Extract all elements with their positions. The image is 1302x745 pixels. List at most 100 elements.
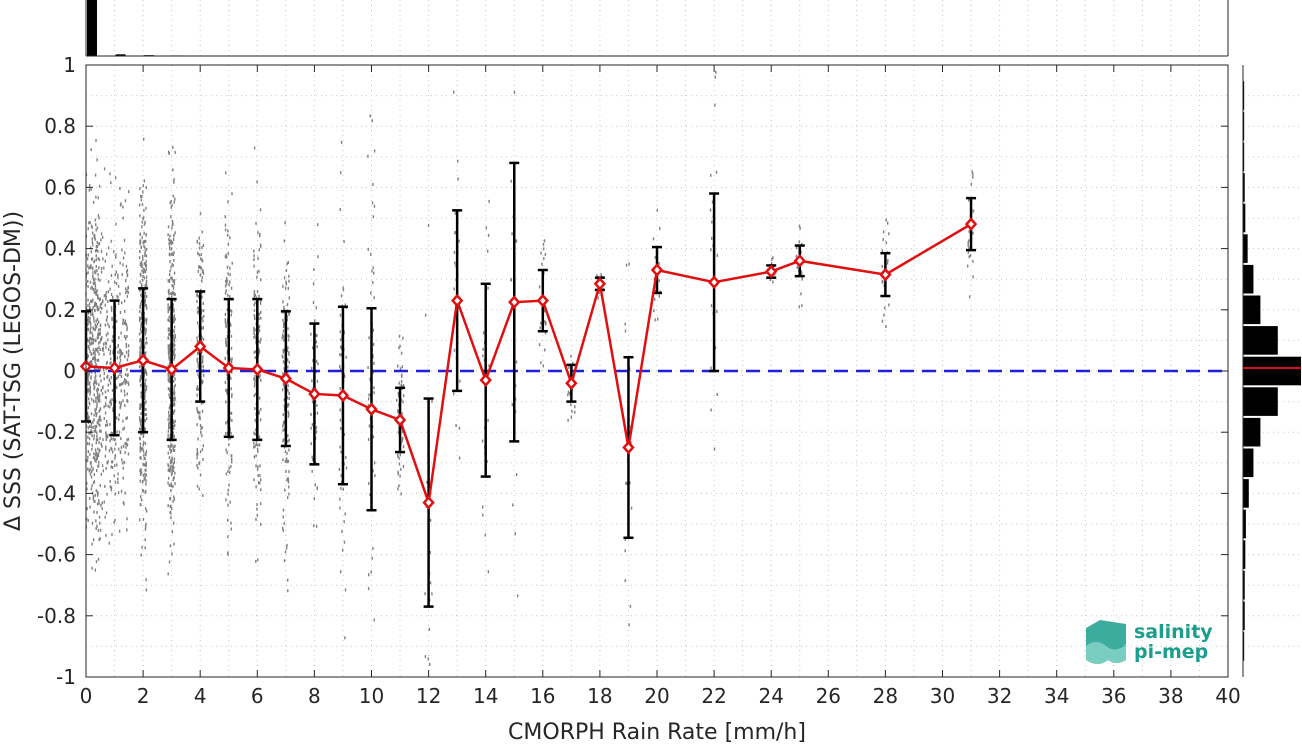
scatter-point: [92, 467, 94, 471]
scatter-point: [710, 366, 712, 370]
scatter-point: [167, 318, 169, 322]
scatter-point: [98, 352, 100, 356]
scatter-point: [88, 340, 91, 344]
scatter-point: [125, 287, 127, 291]
scatter-point: [202, 493, 204, 497]
scatter-point: [172, 396, 175, 400]
scatter-point: [93, 499, 95, 503]
mean-marker: [194, 339, 207, 354]
scatter-point: [254, 380, 256, 384]
scatter-point: [172, 469, 175, 473]
scatter-point: [313, 524, 315, 528]
scatter-point: [283, 348, 285, 352]
scatter-point: [95, 138, 97, 142]
scatter-point: [972, 209, 975, 213]
scatter-point: [138, 203, 141, 207]
right-hist-bar: [1243, 173, 1245, 202]
scatter-point: [142, 184, 144, 188]
scatter-point: [172, 379, 175, 383]
scatter-point: [197, 364, 199, 368]
scatter-point: [109, 485, 112, 489]
scatter-point: [288, 397, 290, 401]
scatter-point: [114, 518, 116, 522]
right-hist-bar: [1243, 295, 1261, 325]
scatter-point: [169, 505, 171, 509]
scatter-point: [112, 351, 114, 355]
scatter-point: [258, 349, 261, 353]
scatter-point: [115, 416, 118, 420]
mean-marker: [279, 371, 293, 386]
scatter-point: [226, 451, 228, 455]
scatter-point: [94, 458, 96, 462]
scatter-point: [142, 257, 144, 261]
scatter-point: [171, 530, 174, 534]
scatter-point: [93, 233, 96, 237]
scatter-point: [544, 252, 547, 256]
scatter-point: [120, 445, 123, 449]
scatter-point: [260, 378, 262, 382]
scatter-point: [98, 242, 100, 246]
scatter-point: [119, 187, 121, 191]
scatter-point: [123, 238, 126, 242]
scatter-point: [88, 442, 91, 446]
scatter-point: [144, 475, 146, 479]
scatter-point: [91, 285, 93, 289]
scatter-point: [286, 478, 288, 482]
scatter-point: [798, 305, 800, 309]
scatter-point: [199, 423, 202, 427]
scatter-point: [288, 492, 290, 496]
scatter-point: [90, 148, 92, 152]
scatter-point: [89, 322, 92, 326]
x-tick-label: 40: [1215, 684, 1240, 708]
scatter-point: [103, 405, 105, 409]
scatter-point: [144, 490, 146, 494]
scatter-point: [117, 344, 119, 348]
scatter-point: [201, 425, 203, 429]
scatter-point: [99, 323, 102, 327]
scatter-point: [886, 261, 889, 265]
scatter-point: [90, 429, 92, 433]
scatter-point: [256, 513, 259, 517]
scatter-point: [97, 273, 99, 277]
scatter-point: [172, 424, 175, 428]
scatter-point: [256, 507, 258, 511]
scatter-point: [170, 511, 172, 515]
scatter-point: [253, 431, 255, 435]
scatter-point: [170, 489, 172, 493]
scatter-point: [172, 410, 174, 414]
scatter-point: [106, 461, 108, 465]
scatter-point: [284, 550, 287, 554]
scatter-point: [105, 346, 107, 350]
scatter-point: [145, 317, 148, 321]
scatter-point: [398, 484, 400, 488]
y-axis-ticks: 10.80.60.40.20-0.2-0.4-0.6-0.8-1: [37, 53, 1228, 689]
scatter-point: [89, 472, 92, 476]
scatter-point: [145, 321, 148, 325]
scatter-point: [169, 377, 171, 381]
scatter-point: [169, 201, 171, 205]
scatter-point: [105, 533, 107, 537]
scatter-point: [516, 594, 519, 598]
scatter-point: [372, 355, 374, 359]
scatter-point: [144, 390, 146, 394]
scatter-point: [227, 469, 229, 473]
scatter-point: [169, 269, 171, 273]
scatter-point: [367, 404, 370, 408]
scatter-point: [100, 266, 103, 270]
scatter-point: [112, 325, 114, 329]
scatter-point: [88, 347, 91, 351]
scatter-point: [92, 334, 94, 338]
scatter-point: [967, 198, 970, 202]
scatter-point: [197, 373, 199, 377]
scatter-point: [122, 322, 124, 326]
scatter-point: [102, 385, 104, 389]
scatter-point: [92, 481, 95, 485]
scatter-point: [89, 505, 91, 509]
scatter-point: [197, 437, 199, 441]
scatter-point: [800, 250, 802, 254]
y-tick-label: -0.4: [37, 481, 76, 505]
scatter-point: [139, 280, 141, 284]
scatter-point: [96, 158, 98, 162]
scatter-point: [340, 171, 342, 175]
scatter-point: [105, 252, 108, 256]
